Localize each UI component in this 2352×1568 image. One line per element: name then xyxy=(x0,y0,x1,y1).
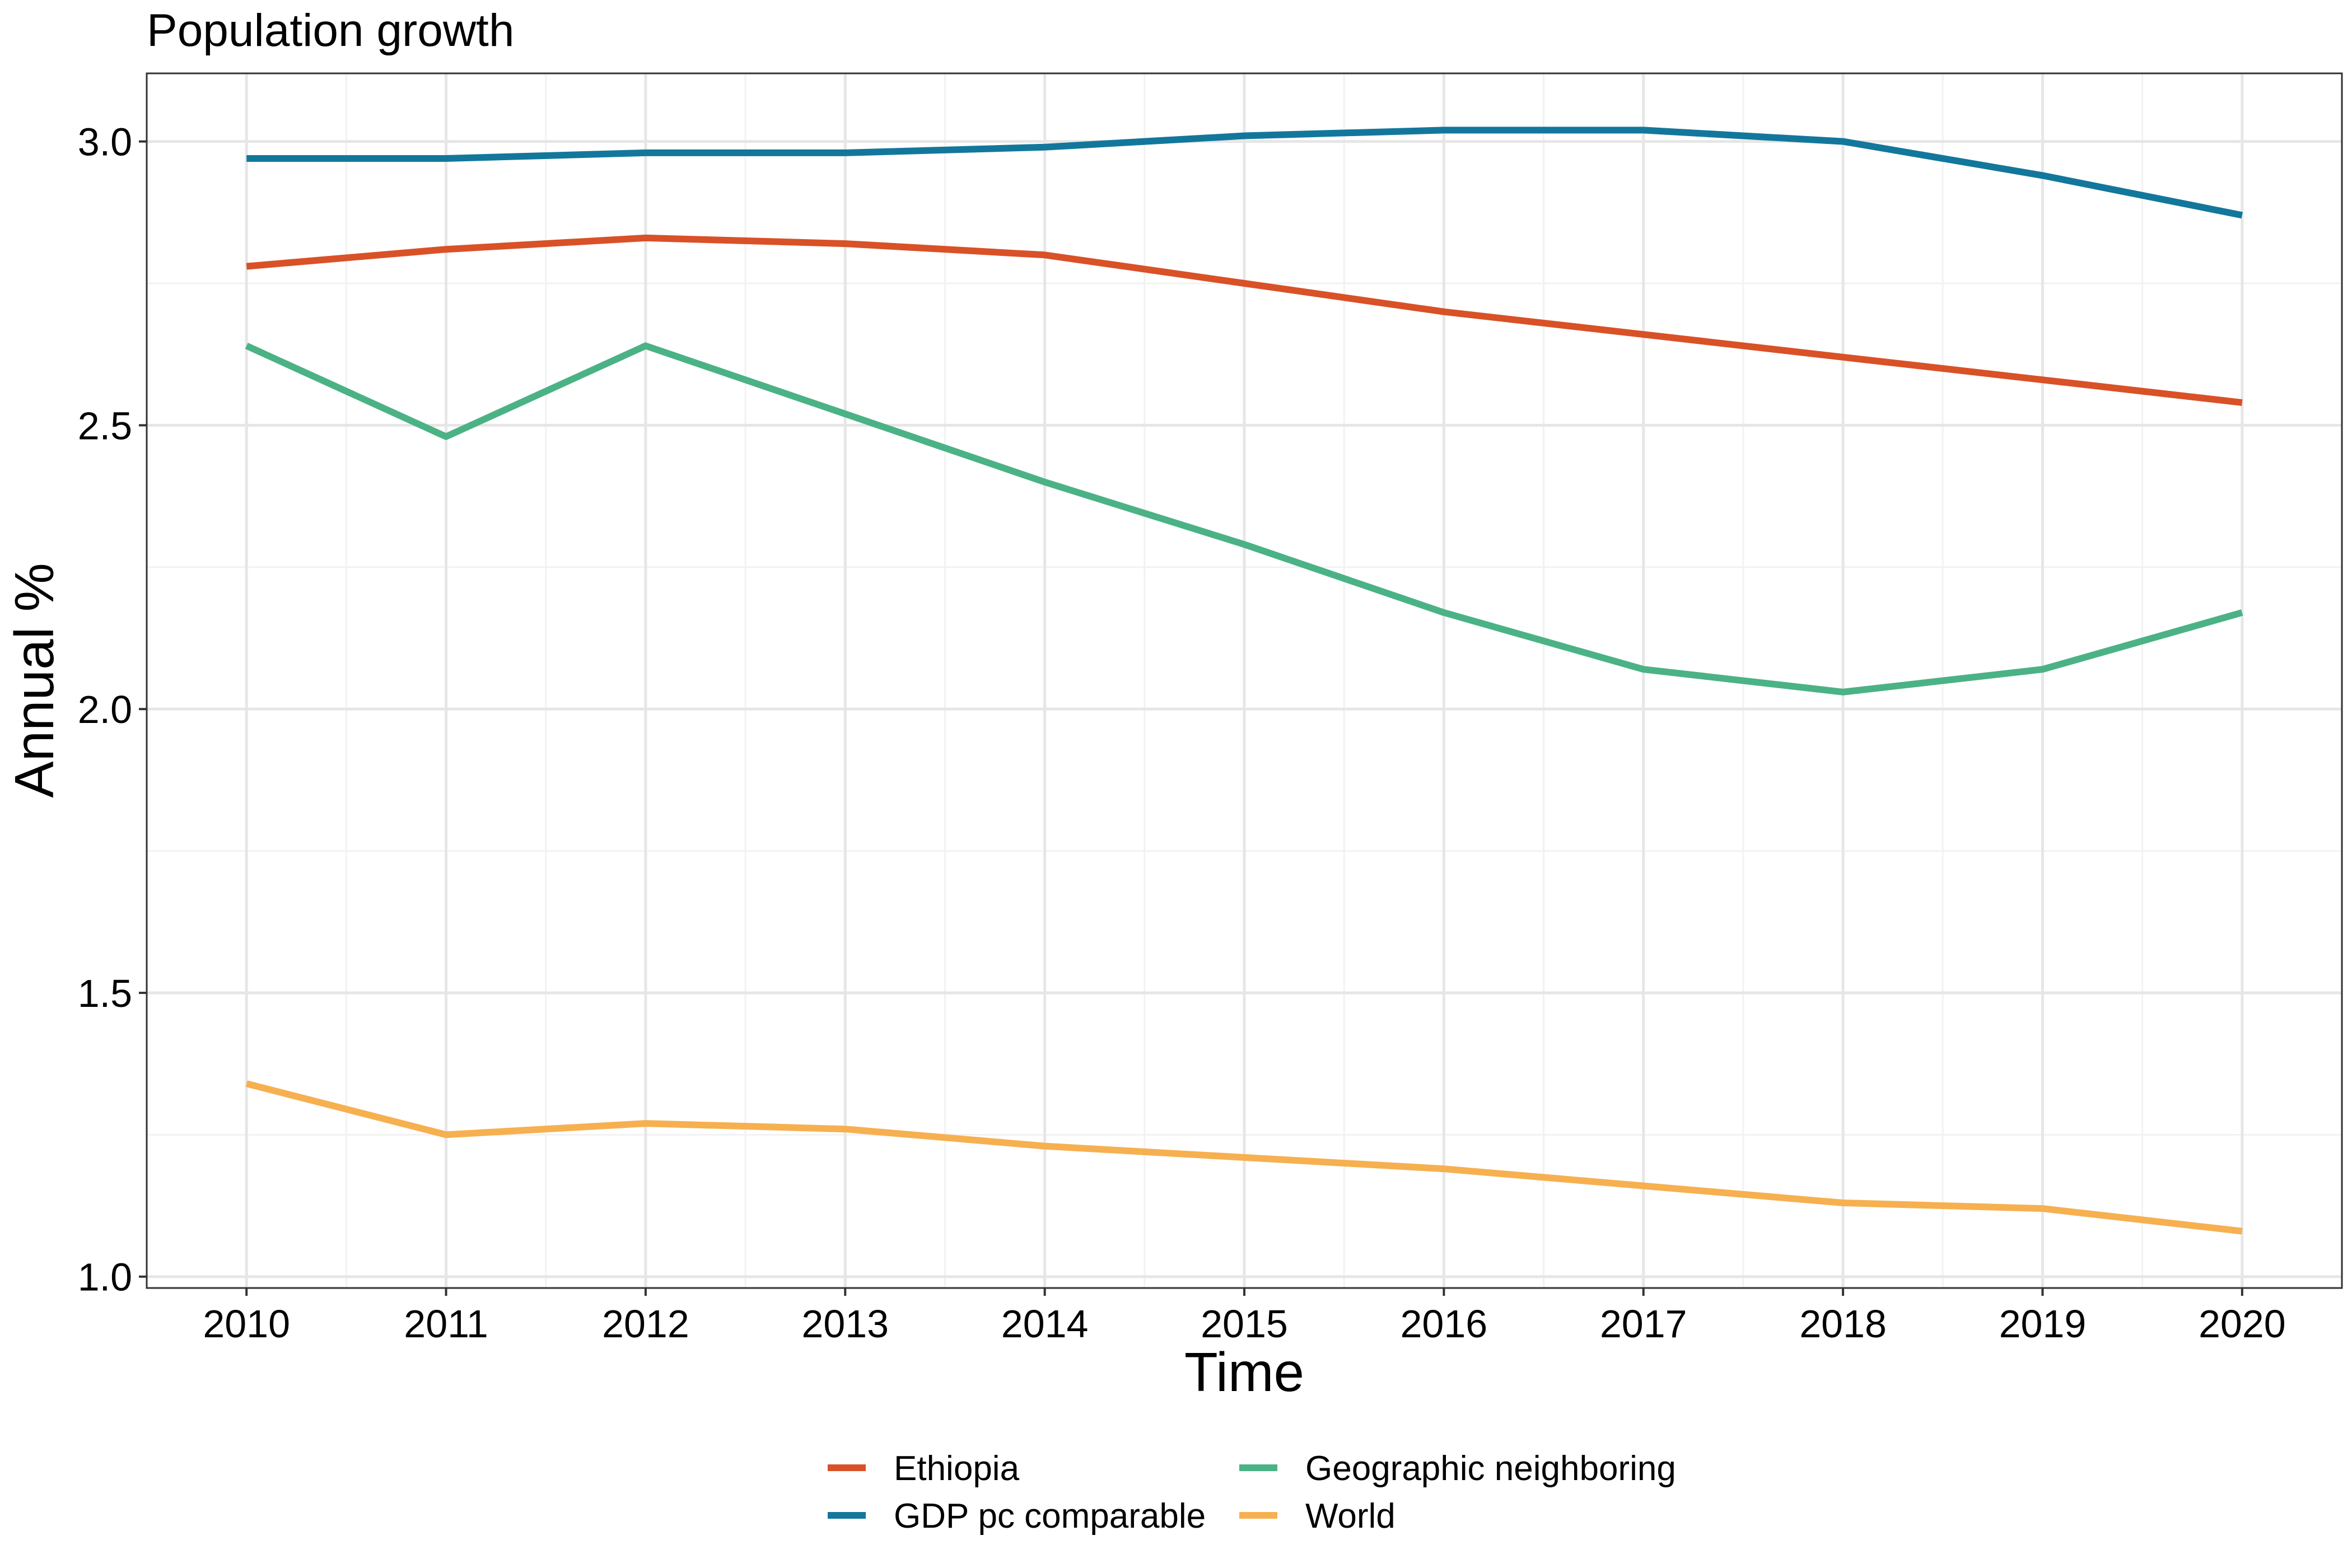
x-tick-label: 2013 xyxy=(801,1302,889,1346)
series-line-ethiopia xyxy=(246,234,2243,406)
major-gridlines xyxy=(147,73,2342,1288)
x-tick-label: 2017 xyxy=(1600,1302,1687,1346)
x-axis-title: Time xyxy=(1184,1341,1304,1403)
legend-label-geographic-neighboring: Geographic neighboring xyxy=(1305,1449,1676,1488)
legend-label-world: World xyxy=(1305,1497,1396,1536)
y-tick-label: 2.0 xyxy=(78,688,132,731)
x-axis: 2010 2011 2012 2013 2014 2015 2016 2017 2018 2019… xyxy=(203,1288,2286,1346)
series-line-gdp-pc-comparable xyxy=(246,127,2243,219)
legend: Ethiopia GDP pc comparable Geographic neig… xyxy=(828,1449,1676,1536)
y-axis-title: Annual % xyxy=(3,563,65,798)
x-tick-label: 2014 xyxy=(1001,1302,1089,1346)
y-tick-label: 1.5 xyxy=(78,972,132,1015)
series-line-geographic-neighboring xyxy=(245,342,2243,696)
chart-title: Population growth xyxy=(147,5,514,56)
y-tick-label: 2.5 xyxy=(78,404,132,447)
legend-label-gdp-pc-comparable: GDP pc comparable xyxy=(894,1497,1206,1536)
x-tick-label: 2012 xyxy=(602,1302,689,1346)
y-axis: 1.0 1.5 2.0 2.5 3.0 xyxy=(78,120,147,1299)
y-tick-label: 1.0 xyxy=(78,1256,132,1299)
x-tick-label: 2015 xyxy=(1201,1302,1288,1346)
x-tick-label: 2018 xyxy=(1799,1302,1887,1346)
series-line-world xyxy=(245,1080,2243,1235)
series-lines xyxy=(245,127,2243,1235)
x-tick-label: 2016 xyxy=(1400,1302,1487,1346)
y-tick-label: 3.0 xyxy=(78,120,132,164)
x-tick-label: 2019 xyxy=(1999,1302,2087,1346)
x-tick-label: 2010 xyxy=(203,1302,290,1346)
x-tick-label: 2020 xyxy=(2199,1302,2286,1346)
x-tick-label: 2011 xyxy=(404,1302,488,1346)
legend-label-ethiopia: Ethiopia xyxy=(894,1449,1020,1488)
